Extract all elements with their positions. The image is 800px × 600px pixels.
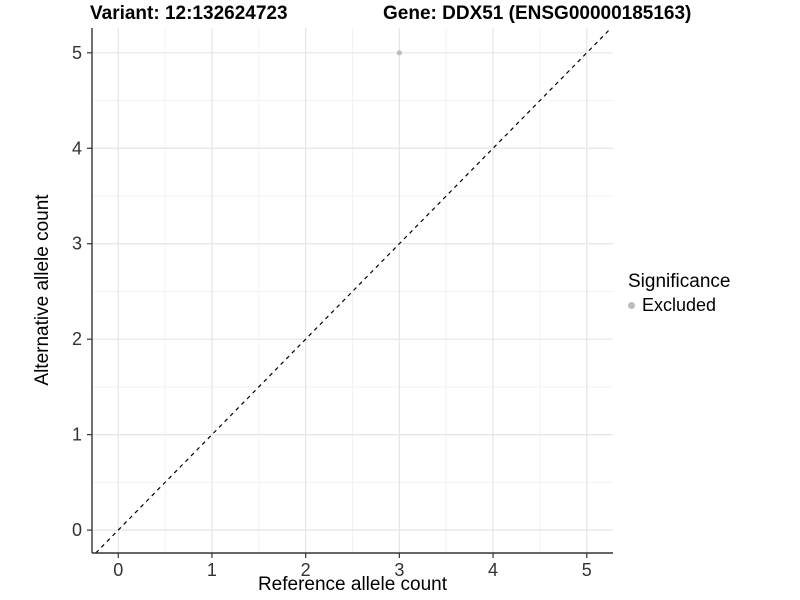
legend-title: Significance [628,271,731,292]
svg-text:0: 0 [113,560,123,580]
tick-marks [87,52,588,558]
data-point [396,50,402,56]
identity-line [95,27,612,554]
svg-text:3: 3 [72,234,82,254]
x-tick-labels: 0 1 2 3 4 5 [113,560,592,580]
svg-text:0: 0 [72,520,82,540]
svg-text:2: 2 [72,329,82,349]
grid-minor [92,28,613,553]
legend: Significance Excluded [628,271,730,316]
variant-title: Variant: 12:132624723 [90,3,288,24]
svg-text:4: 4 [72,138,82,158]
excluded-point-icon [628,302,635,309]
svg-text:4: 4 [488,560,498,580]
series-excluded [396,50,402,56]
legend-entry: Excluded [628,295,730,316]
legend-entry-label: Excluded [642,295,717,315]
svg-text:5: 5 [72,43,82,63]
svg-text:1: 1 [207,560,217,580]
axis-lines [91,28,613,554]
x-axis-title: Reference allele count [257,574,448,595]
y-tick-labels: 0 1 2 3 4 5 [72,43,82,540]
svg-text:1: 1 [72,425,82,445]
y-axis-title: Alternative allele count [32,194,53,386]
svg-text:3: 3 [394,560,404,580]
gene-title: Gene: DDX51 (ENSG00000185163) [383,3,692,24]
svg-text:2: 2 [301,560,311,580]
svg-text:5: 5 [582,560,592,580]
grid-major [92,28,613,553]
